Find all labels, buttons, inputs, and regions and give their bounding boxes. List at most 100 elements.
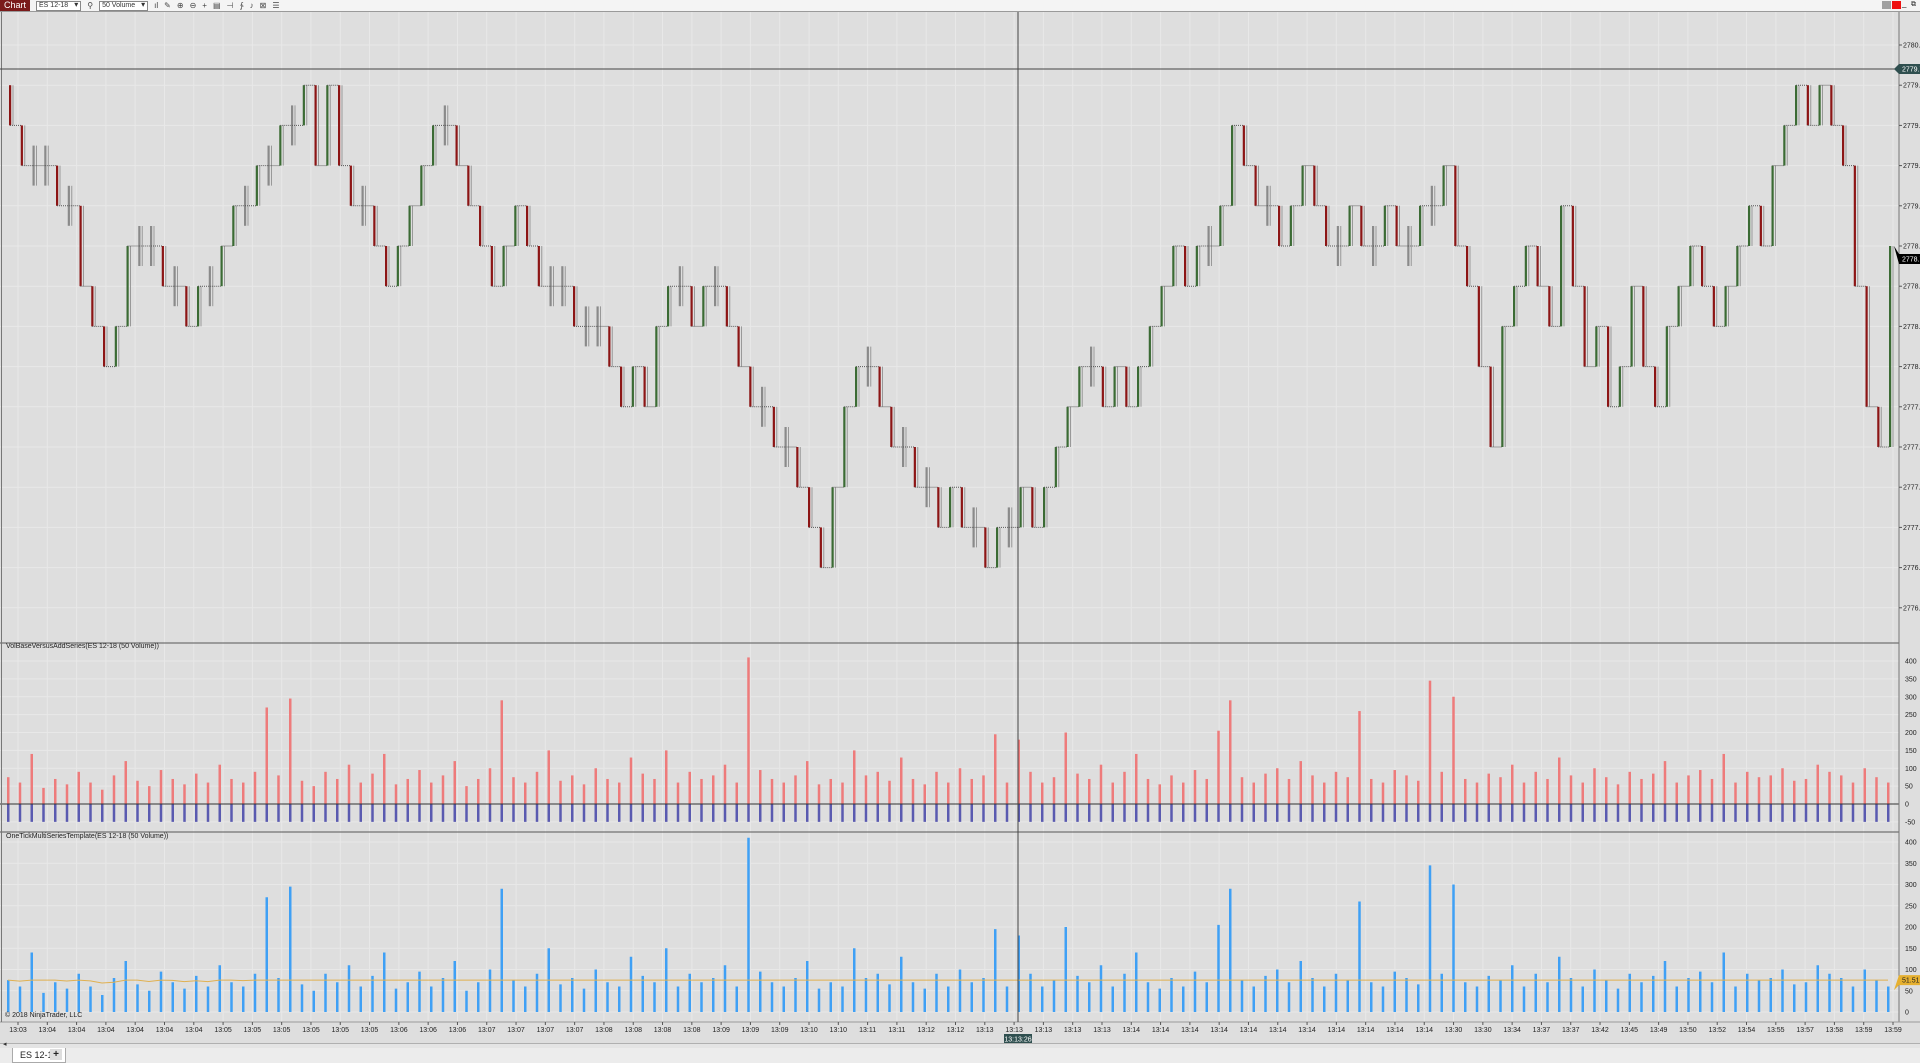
volume-bar-positive xyxy=(1546,778,1549,804)
volume-bar-positive xyxy=(195,773,198,804)
volume-bar-positive xyxy=(183,784,186,804)
indicators-icon[interactable]: ∱ xyxy=(239,0,244,10)
volume-bar-positive xyxy=(676,782,680,804)
price-tick-label: 2778.75 xyxy=(1903,244,1920,251)
draw-tool-icon[interactable]: ✎ xyxy=(164,0,171,10)
volume-bar-negative xyxy=(1722,804,1725,822)
price-tick-label: 2779.25 xyxy=(1903,163,1920,170)
volume-bar-positive xyxy=(1605,777,1608,804)
onetick-bar xyxy=(782,986,785,1012)
x-tick-label: 13:08 xyxy=(654,1027,672,1034)
onetick-bar xyxy=(242,986,245,1012)
volume-bar-positive xyxy=(1581,782,1584,804)
volume-bar-positive xyxy=(1099,764,1103,804)
volume-bar-negative xyxy=(900,804,903,822)
volume-bar-positive xyxy=(418,770,421,804)
crosshair-icon[interactable]: + xyxy=(202,0,207,10)
volume-bar-positive xyxy=(900,757,903,804)
x-tick-label: 13:05 xyxy=(244,1027,262,1034)
price-bar xyxy=(1254,165,1257,206)
restore-icon[interactable]: ⧉ xyxy=(1911,1,1916,8)
volume-bar-negative xyxy=(970,804,973,822)
x-tick-label: 13:14 xyxy=(1386,1027,1404,1034)
price-bar xyxy=(185,286,188,327)
onetick-bar xyxy=(359,986,362,1012)
onetick-bar xyxy=(1252,986,1255,1012)
search-icon[interactable]: ⚲ xyxy=(87,0,94,10)
volume-bar-positive xyxy=(1240,777,1244,804)
price-bar xyxy=(1630,286,1633,367)
volume-bar-negative xyxy=(1475,804,1479,822)
x-tick-label: 13:04 xyxy=(156,1027,174,1034)
volume-bar-negative xyxy=(1616,804,1620,822)
onetick-bar xyxy=(1487,975,1490,1012)
instrument-selector[interactable]: ES 12-18 xyxy=(36,0,82,11)
price-bar xyxy=(1654,366,1657,407)
price-bar xyxy=(725,286,728,327)
zoom-out-icon[interactable]: ⊖ xyxy=(189,0,197,10)
scroll-left-icon[interactable]: ◂ xyxy=(3,1041,7,1048)
volume-bar-positive xyxy=(653,778,656,804)
volume-bar-negative xyxy=(1170,804,1173,822)
interval-selector[interactable]: 50 Volume xyxy=(99,0,149,11)
x-tick-label: 13:55 xyxy=(1767,1027,1785,1034)
onetick-bar xyxy=(723,965,727,1012)
onetick-bar xyxy=(1828,973,1831,1012)
volume-bar-negative xyxy=(1146,804,1150,822)
price-bar xyxy=(161,246,164,287)
strategies-icon[interactable]: ♪ xyxy=(249,0,254,10)
onetick-bar xyxy=(1370,982,1373,1012)
volume-bar-positive xyxy=(1746,771,1749,804)
zoom-in-icon[interactable]: ⊕ xyxy=(176,0,184,10)
price-bar xyxy=(1043,487,1046,528)
volume-bar-positive xyxy=(1146,778,1150,804)
snapshot-icon[interactable]: ⊠ xyxy=(259,0,267,10)
volume-bar-negative xyxy=(230,804,233,822)
onetick-bar xyxy=(312,990,315,1012)
price-bar xyxy=(514,205,517,246)
price-tick-label: 2779.50 xyxy=(1903,123,1920,130)
volume-bar-positive xyxy=(359,782,362,804)
chart-canvas[interactable]: 13:03 13:04 13:04 13:04 13:04 13:04 13:04 13:05… xyxy=(0,12,1920,1043)
price-bar xyxy=(1395,205,1398,246)
onetick-bar xyxy=(1428,865,1432,1012)
chart-menu-button[interactable]: Chart xyxy=(0,0,31,11)
properties-icon[interactable]: ⊣ xyxy=(226,0,234,10)
menu-icon[interactable]: ☰ xyxy=(272,0,280,10)
volume-bar-positive xyxy=(1793,780,1796,804)
bars-type-icon[interactable]: ıl xyxy=(154,0,159,10)
volume-bar-positive xyxy=(1064,732,1067,804)
volume-bar-negative xyxy=(806,804,809,822)
volume-bar-positive xyxy=(465,786,468,804)
add-tab-button[interactable]: + xyxy=(50,1049,62,1060)
onetick-bar xyxy=(1769,978,1772,1012)
volume-bar-negative xyxy=(1428,804,1432,822)
onetick-bar xyxy=(18,986,22,1012)
volume-bar-positive xyxy=(289,698,292,804)
volume-bar-positive xyxy=(89,782,92,804)
volume-bar-negative xyxy=(1464,804,1467,822)
x-tick-label: 13:04 xyxy=(97,1027,115,1034)
volume-bar-positive xyxy=(794,775,797,804)
onetick-bar xyxy=(101,995,104,1012)
volume-bar-positive xyxy=(1123,771,1126,804)
x-tick-label: 13:54 xyxy=(1738,1027,1756,1034)
price-bar xyxy=(79,205,82,287)
onetick-bar xyxy=(1240,980,1244,1012)
link-color-button[interactable] xyxy=(1892,1,1901,9)
crosshair-price-tag: 2779.75 xyxy=(1902,67,1920,74)
x-tick-label: 13:05 xyxy=(361,1027,379,1034)
x-tick-label: 13:34 xyxy=(1503,1027,1521,1034)
data-box-icon[interactable]: ▤ xyxy=(212,0,221,10)
minimize-icon[interactable]: _ xyxy=(1902,0,1907,8)
volume-bar-negative xyxy=(1452,804,1455,822)
onetick-bar xyxy=(770,982,774,1012)
onetick-bar xyxy=(1628,973,1631,1012)
window-color-button[interactable] xyxy=(1882,1,1891,9)
price-bar xyxy=(232,205,235,246)
price-bar xyxy=(126,246,129,327)
volume-bar-negative xyxy=(700,804,703,822)
price-bar xyxy=(819,527,822,568)
price-bar xyxy=(1125,366,1128,407)
volume-bar-negative xyxy=(1675,804,1678,822)
